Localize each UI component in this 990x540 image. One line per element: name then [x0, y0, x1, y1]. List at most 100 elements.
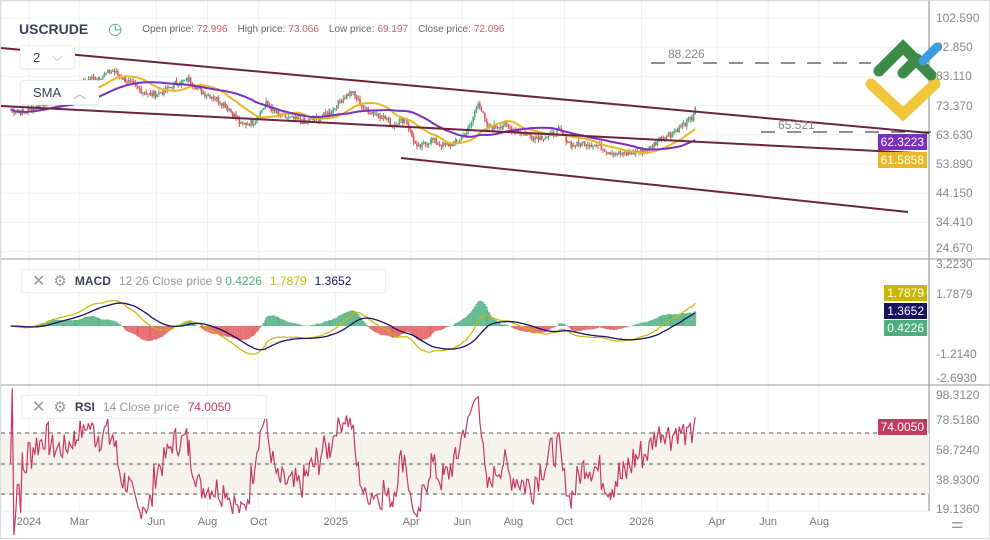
- candle-body: [501, 125, 504, 129]
- candle-body: [161, 92, 164, 95]
- candle-body: [126, 82, 128, 84]
- x-tick-label: 2024: [16, 516, 42, 528]
- x-tick-label: Mar: [69, 516, 89, 528]
- channel-lower-line: [400, 157, 909, 213]
- macd-name: MACD: [74, 274, 111, 288]
- candle-body: [360, 105, 363, 107]
- clock-icon[interactable]: ◷: [108, 21, 123, 38]
- candle-body: [205, 95, 208, 97]
- candle-body: [349, 91, 351, 96]
- candle-body: [328, 112, 330, 117]
- candle-body: [313, 119, 316, 121]
- candle-body: [602, 149, 604, 151]
- candle-body: [426, 144, 428, 146]
- candle-body: [319, 118, 322, 121]
- candle-body: [245, 123, 247, 126]
- candle-body: [590, 145, 593, 148]
- candle-body: [585, 144, 588, 146]
- chevron-up-icon: ︿: [73, 86, 87, 101]
- candle-body: [163, 88, 165, 95]
- price-tick-label: 73.370: [936, 98, 973, 113]
- candle-body: [115, 70, 117, 73]
- overlay-dropdown[interactable]: SMA ︿: [20, 80, 100, 105]
- candle-body: [532, 138, 535, 141]
- candle-body: [618, 151, 620, 155]
- candle-body: [656, 141, 659, 145]
- candle-body: [365, 107, 368, 110]
- candle-body: [670, 135, 672, 137]
- candle-body: [127, 80, 130, 83]
- candle-body: [233, 114, 236, 117]
- candle-body: [166, 86, 169, 91]
- candle-body: [364, 107, 366, 109]
- candle-body: [691, 117, 693, 121]
- candle-body: [259, 111, 262, 118]
- candle-body: [136, 84, 138, 87]
- candle-body: [507, 124, 510, 127]
- candle-body: [187, 77, 190, 82]
- candle-body: [681, 124, 684, 128]
- candle-body: [427, 143, 430, 146]
- candle-body: [173, 82, 175, 89]
- macd-legend: ✕ ⚙ MACD 12 26 Close price 9 0.4226 1.7879 1…: [21, 269, 386, 293]
- candle-body: [174, 80, 177, 83]
- candle-body: [323, 112, 325, 117]
- candle-body: [593, 145, 596, 147]
- candle-body: [581, 142, 583, 147]
- candle-body: [435, 138, 438, 144]
- candle-body: [275, 110, 278, 114]
- price-tick-label: 102.590: [936, 11, 980, 25]
- candle-body: [655, 142, 657, 145]
- x-tick-label: Apr: [402, 516, 420, 528]
- price-tick-label: 63.630: [936, 127, 973, 142]
- candle-body: [529, 133, 531, 136]
- candle-body: [219, 102, 221, 104]
- candle-body: [614, 153, 617, 156]
- candle-body: [372, 112, 375, 115]
- settings-icon[interactable]: ⚌: [951, 515, 964, 531]
- candle-body: [277, 112, 279, 114]
- rsi-line: [9, 388, 696, 536]
- price-tick-label: 44.150: [936, 186, 973, 201]
- candle-body: [577, 141, 580, 144]
- candle-body: [123, 77, 126, 80]
- candle-body: [539, 135, 541, 141]
- candle-body: [310, 118, 313, 120]
- candle-body: [444, 143, 447, 145]
- candle-body: [357, 98, 360, 100]
- candle-body: [605, 151, 608, 153]
- candle-body: [117, 70, 119, 75]
- candle-body: [91, 76, 93, 80]
- candle-body: [330, 112, 333, 115]
- candle-body: [433, 138, 436, 140]
- candle-body: [202, 92, 205, 95]
- gear-icon[interactable]: ⚙: [53, 273, 67, 290]
- gear-icon[interactable]: ⚙: [53, 399, 67, 416]
- candle-body: [446, 143, 448, 145]
- candle-body: [147, 94, 149, 96]
- candle-body: [527, 133, 530, 135]
- candle-body: [267, 101, 269, 106]
- candle-body: [613, 153, 615, 156]
- candle-body: [224, 102, 226, 108]
- candle-body: [468, 126, 471, 128]
- candle-body: [437, 143, 439, 145]
- candle-body: [240, 121, 242, 124]
- candle-body: [504, 122, 506, 126]
- candle-body: [624, 152, 626, 154]
- candle-body: [344, 98, 346, 100]
- candle-body: [189, 77, 192, 84]
- close-icon[interactable]: ✕: [32, 273, 46, 290]
- interval-dropdown[interactable]: 2 ⌵: [20, 45, 76, 69]
- candle-body: [329, 112, 331, 115]
- rsi-tick-label: 58.7240: [936, 443, 980, 457]
- candle-body: [207, 94, 210, 96]
- candle-body: [451, 143, 453, 147]
- candle-body: [168, 86, 170, 88]
- candle-body: [579, 143, 582, 147]
- close-icon[interactable]: ✕: [32, 399, 46, 416]
- candle-body: [671, 132, 674, 137]
- symbol-label: USCRUDE: [19, 21, 89, 37]
- candle-body: [486, 122, 489, 129]
